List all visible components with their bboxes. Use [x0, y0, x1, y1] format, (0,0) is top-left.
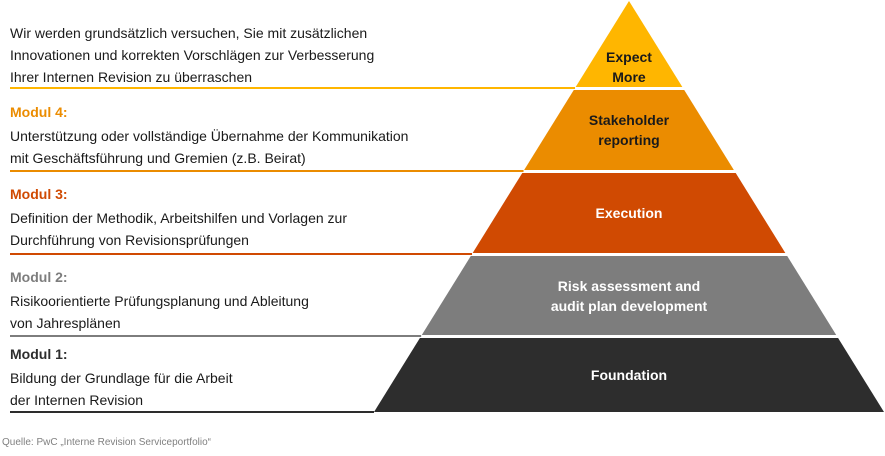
module-description-line: der Internen Revision: [10, 392, 144, 408]
module-description-line: Ihrer Internen Revision zu überraschen: [10, 69, 253, 85]
pyramid-level-expect-more: [575, 1, 683, 87]
module-description-line: Unterstützung oder vollständige Übernahm…: [10, 128, 409, 144]
module-block-expect-more: Wir werden grundsätzlich versuchen, Sie …: [10, 22, 490, 88]
pyramid-label-line: Execution: [596, 205, 663, 221]
pyramid-level-risk-assessment: [421, 256, 837, 335]
module-block-foundation: Modul 1: Bildung der Grundlage für die Ar…: [10, 345, 490, 411]
pyramid-label-line: More: [612, 69, 646, 85]
pyramid-label-line: reporting: [598, 132, 659, 148]
module-description-line: von Jahresplänen: [10, 315, 121, 331]
pyramid-label-line: Expect: [606, 49, 652, 65]
pyramid-label-stakeholder-reporting: Stakeholder reporting: [589, 112, 670, 148]
module-block-execution: Modul 3: Definition der Methodik, Arbeits…: [10, 185, 490, 251]
module-description-line: Innovationen und korrekten Vorschlägen z…: [10, 47, 375, 63]
pyramid-label-line: Risk assessment and: [558, 278, 700, 294]
module-description-line: mit Geschäftsführung und Gremien (z.B. B…: [10, 150, 306, 166]
pyramid-label-line: Foundation: [591, 367, 667, 383]
module-description-line: Definition der Methodik, Arbeitshilfen u…: [10, 210, 347, 226]
module-description-line: Wir werden grundsätzlich versuchen, Sie …: [10, 25, 368, 41]
source-note: Quelle: PwC „Interne Revision Servicepor…: [2, 437, 211, 448]
module-description-line: Durchführung von Revisionsprüfungen: [10, 232, 249, 248]
pyramid-label-expect-more: Expect More: [606, 49, 652, 85]
pyramid-level-stakeholder-reporting: [524, 90, 734, 170]
module-description-line: Bildung der Grundlage für die Arbeit: [10, 370, 233, 386]
pyramid-label-risk-assessment: Risk assessment and audit plan developmen…: [551, 278, 708, 314]
pyramid-label-execution: Execution: [596, 205, 663, 221]
module-block-stakeholder-reporting: Modul 4: Unterstützung oder vollständige …: [10, 103, 490, 169]
pyramid-label-foundation: Foundation: [591, 367, 667, 383]
pyramid-level-foundation: [374, 338, 884, 412]
module-title: Modul 1:: [10, 346, 68, 362]
pyramid-label-line: Stakeholder: [589, 112, 670, 128]
module-block-risk-assessment: Modul 2: Risikoorientierte Prüfungsplanun…: [10, 268, 490, 334]
module-description-line: Risikoorientierte Prüfungsplanung und Ab…: [10, 293, 309, 309]
module-title: Modul 4:: [10, 104, 68, 120]
pyramid-label-line: audit plan development: [551, 298, 708, 314]
pyramid-level-execution: [472, 173, 786, 253]
module-title: Modul 3:: [10, 186, 68, 202]
module-title: Modul 2:: [10, 269, 68, 285]
